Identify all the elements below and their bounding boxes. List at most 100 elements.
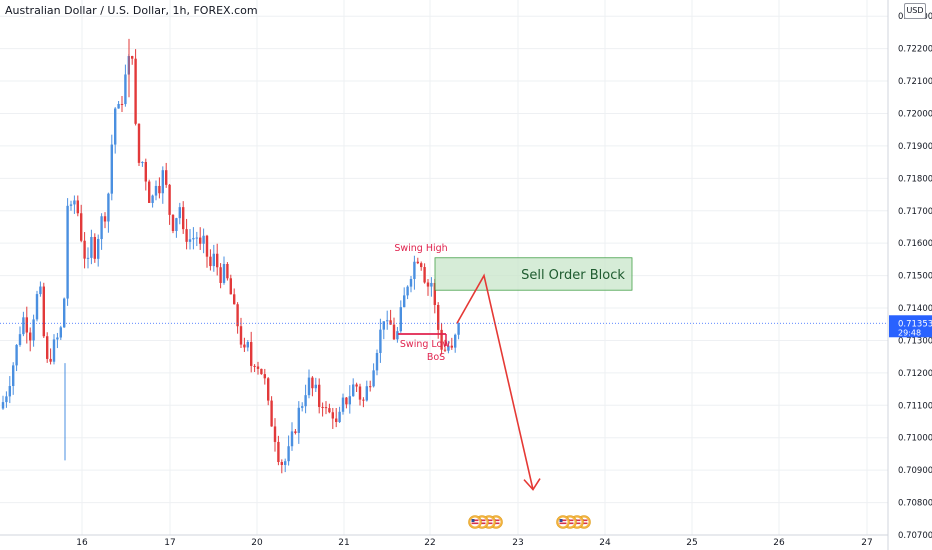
candle-body <box>457 323 460 335</box>
y-tick-label: 0.71000 <box>898 434 932 444</box>
current-price-tag <box>889 315 932 338</box>
candle-body <box>22 317 25 335</box>
candle-body <box>430 282 433 287</box>
candle-body <box>413 261 416 279</box>
currency-button[interactable]: USD <box>904 3 926 19</box>
flag-stripe <box>478 522 486 525</box>
candle-body <box>335 418 338 423</box>
candle-body <box>83 240 86 259</box>
candle-body <box>396 331 399 340</box>
candle-body <box>209 256 212 267</box>
candle-body <box>63 298 66 328</box>
candle-body <box>389 320 392 325</box>
candle-body <box>260 368 263 375</box>
candle-body <box>386 320 389 322</box>
candle-body <box>103 216 107 222</box>
candle-body <box>454 334 457 348</box>
candle-body <box>362 399 365 401</box>
flag-stripe <box>485 522 493 525</box>
candle-body <box>161 170 164 194</box>
candle-body <box>420 263 423 268</box>
candle-body <box>148 181 151 203</box>
candle-body <box>382 321 385 330</box>
price-axis[interactable]: 0.724000.723000.722000.721000.720000.719… <box>889 0 932 541</box>
candle-body <box>66 205 69 299</box>
y-tick-label: 0.72100 <box>898 77 932 87</box>
candle-body <box>297 407 300 433</box>
candle-body <box>321 406 324 408</box>
candle-body <box>222 264 226 283</box>
candle-body <box>73 200 76 205</box>
candle-body <box>301 406 304 408</box>
y-tick-label: 0.71500 <box>898 272 932 282</box>
candle-body <box>25 317 28 333</box>
candle-body <box>273 426 277 442</box>
x-tick-label: 22 <box>424 538 435 548</box>
economic-events[interactable] <box>468 515 591 529</box>
candle-body <box>165 170 168 185</box>
candle-body <box>352 384 355 397</box>
candle-body <box>52 339 56 362</box>
candle-body <box>199 237 202 244</box>
candle-body <box>375 352 379 371</box>
candle-body <box>29 332 32 341</box>
x-tick-label: 20 <box>251 538 263 548</box>
flag-stripe <box>580 522 588 525</box>
economic-event-flag-icon[interactable] <box>556 515 570 529</box>
sell-order-block <box>434 257 633 291</box>
flag-stripe <box>559 519 567 522</box>
flag-canton <box>559 519 563 522</box>
candle-body <box>32 319 35 341</box>
flag-stripe <box>492 519 500 522</box>
x-tick-label: 17 <box>164 538 175 548</box>
candle-body <box>39 286 42 295</box>
arrow-head <box>523 478 541 491</box>
candle-body <box>137 123 141 163</box>
y-tick-label: 0.71700 <box>898 207 932 217</box>
x-tick-label: 16 <box>76 538 88 548</box>
candle-body <box>358 386 362 400</box>
y-tick-label: 0.71400 <box>898 304 932 314</box>
candle-body <box>168 184 171 215</box>
symbol-title: Australian Dollar / U.S. Dollar, 1h, FOR… <box>5 4 258 17</box>
flag-stripe <box>471 522 479 525</box>
flag-stripe <box>580 519 588 522</box>
y-tick-label: 0.72200 <box>898 45 932 55</box>
candles <box>1 38 460 474</box>
candle-body <box>338 411 341 423</box>
candle-body <box>35 294 39 320</box>
candle-body <box>56 337 59 340</box>
candle-body <box>372 370 375 387</box>
candle-body <box>243 344 246 348</box>
candle-body <box>5 396 8 403</box>
candle-body <box>178 207 181 219</box>
candle-body <box>440 329 443 350</box>
economic-event-flag-icon[interactable] <box>468 515 482 529</box>
flag-stripe <box>566 522 574 525</box>
flag-canton <box>471 519 475 522</box>
candle-body <box>114 108 117 145</box>
candle-body <box>205 235 209 257</box>
candle-body <box>290 431 294 447</box>
chart-grid <box>0 0 889 550</box>
candle-body <box>246 342 249 348</box>
swing-high-label: Swing High <box>394 243 447 254</box>
candle-body <box>307 377 311 396</box>
y-tick-label: 0.71100 <box>898 401 932 411</box>
x-tick-label: 27 <box>861 538 872 548</box>
flag-stripe <box>478 519 486 522</box>
candle-body <box>331 412 334 419</box>
candle-body <box>236 304 239 327</box>
candle-body <box>15 344 18 366</box>
x-tick-label: 21 <box>338 538 349 548</box>
candle-body <box>158 185 161 194</box>
candle-body <box>284 461 287 465</box>
candle-body <box>443 349 447 351</box>
y-tick-label: 0.70800 <box>898 499 932 509</box>
candle-body <box>369 386 372 388</box>
candle-body <box>154 185 158 196</box>
candle-body <box>226 264 229 279</box>
candle-body <box>324 407 328 409</box>
candle-body <box>141 162 144 164</box>
